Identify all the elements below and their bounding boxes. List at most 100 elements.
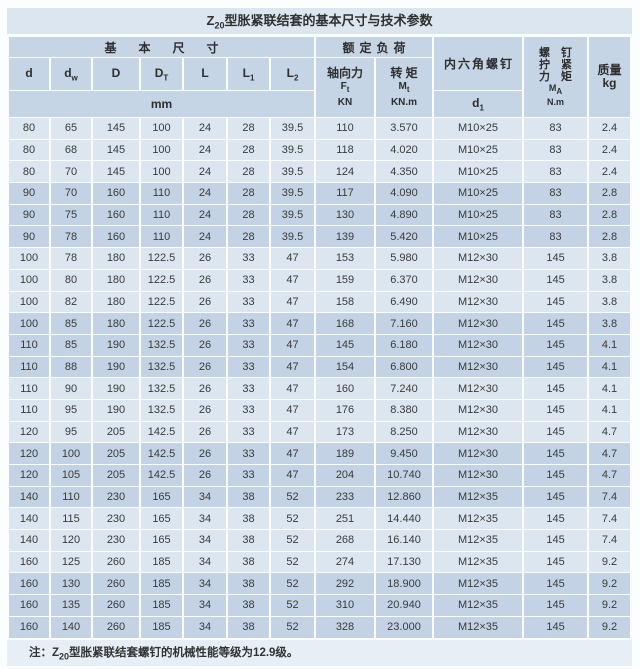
cell-d: 120 — [9, 465, 49, 486]
cell-screw: M12×30 — [434, 248, 523, 269]
cell-dw: 100 — [51, 443, 91, 464]
cell-L: 26 — [184, 421, 226, 443]
cell-L: 24 — [184, 139, 226, 161]
cell-L2: 52 — [271, 616, 314, 638]
cell-Ft: 328 — [316, 616, 374, 638]
cell-MA: 145 — [524, 248, 588, 269]
cell-L2: 52 — [271, 508, 314, 530]
cell-d: 160 — [9, 616, 49, 638]
cell-D: 190 — [93, 378, 139, 399]
cell-DT: 100 — [141, 161, 182, 183]
cell-screw: M12×30 — [434, 378, 523, 399]
torque-label: 转 矩 — [390, 65, 418, 80]
cell-D: 205 — [93, 443, 139, 464]
cell-Ft: 189 — [316, 443, 374, 464]
cell-Mt: 4.090 — [376, 183, 433, 204]
cell-DT: 132.5 — [141, 378, 182, 399]
cell-DT: 122.5 — [141, 291, 182, 313]
axial-force-symbol: Ft — [340, 80, 350, 94]
cell-L1: 33 — [228, 269, 269, 291]
col-group-rated-load: 额定负荷 — [316, 37, 433, 57]
cell-MA: 145 — [524, 313, 588, 334]
cell-MA: 145 — [524, 269, 588, 291]
cell-MA: 83 — [524, 139, 588, 161]
cell-Ft: 310 — [316, 595, 374, 616]
table-row: 160 125 260 185 34 38 52 274 17.130 M12×35 145 9.2 — [9, 551, 631, 573]
cell-dw: 78 — [51, 226, 91, 248]
screw-torque-line1: 螺 钉 — [538, 47, 573, 60]
cell-Ft: 168 — [316, 313, 374, 334]
cell-mass: 4.7 — [589, 465, 631, 486]
table-row: 140 115 230 165 34 38 52 251 14.440 M12×35 145 7.4 — [9, 508, 631, 530]
cell-L2: 39.5 — [271, 226, 314, 248]
cell-Mt: 6.800 — [376, 356, 433, 378]
cell-MA: 145 — [524, 486, 588, 508]
cell-Ft: 145 — [316, 334, 374, 356]
table-row: 100 85 180 122.5 26 33 47 168 7.160 M12×30 145 3.8 — [9, 313, 631, 334]
cell-dw: 130 — [51, 573, 91, 595]
cell-D: 205 — [93, 421, 139, 443]
cell-L: 24 — [184, 118, 226, 139]
cell-d: 80 — [9, 118, 49, 139]
cell-L: 26 — [184, 443, 226, 464]
cell-L1: 33 — [228, 356, 269, 378]
cell-Mt: 8.250 — [376, 421, 433, 443]
cell-d: 140 — [9, 508, 49, 530]
cell-Mt: 9.450 — [376, 443, 433, 464]
table-row: 100 80 180 122.5 26 33 47 159 6.370 M12×30 145 3.8 — [9, 269, 631, 291]
cell-screw: M12×35 — [434, 508, 523, 530]
table-row: 90 75 160 110 24 28 39.5 130 4.890 M10×25 83 2.8 — [9, 204, 631, 226]
screw-torque-symbol: MA — [548, 83, 563, 96]
mass-unit: kg — [602, 76, 617, 90]
cell-DT: 165 — [141, 508, 182, 530]
cell-DT: 185 — [141, 551, 182, 573]
cell-mass: 4.1 — [589, 378, 631, 399]
cell-L: 26 — [184, 356, 226, 378]
cell-screw: M12×35 — [434, 551, 523, 573]
cell-mass: 9.2 — [589, 551, 631, 573]
cell-Ft: 268 — [316, 530, 374, 551]
cell-Ft: 117 — [316, 183, 374, 204]
cell-mass: 9.2 — [589, 595, 631, 616]
table-row: 140 120 230 165 34 38 52 268 16.140 M12×35 145 7.4 — [9, 530, 631, 551]
cell-L: 26 — [184, 291, 226, 313]
cell-d: 160 — [9, 551, 49, 573]
col-header-DT: DT — [141, 58, 182, 90]
table-row: 120 95 205 142.5 26 33 47 173 8.250 M12×30 145 4.7 — [9, 421, 631, 443]
cell-mass: 2.4 — [589, 161, 631, 183]
cell-L: 24 — [184, 161, 226, 183]
cell-mass: 7.4 — [589, 530, 631, 551]
cell-DT: 142.5 — [141, 421, 182, 443]
cell-Mt: 5.420 — [376, 226, 433, 248]
col-header-torque: 转 矩 Mt KN.m — [376, 58, 433, 117]
cell-MA: 145 — [524, 399, 588, 421]
table-row: 140 110 230 165 34 38 52 233 12.860 M12×35 145 7.4 — [9, 486, 631, 508]
cell-mass: 7.4 — [589, 486, 631, 508]
cell-dw: 68 — [51, 139, 91, 161]
cell-d: 100 — [9, 248, 49, 269]
cell-MA: 145 — [524, 551, 588, 573]
cell-MA: 83 — [524, 161, 588, 183]
cell-DT: 122.5 — [141, 313, 182, 334]
cell-D: 190 — [93, 399, 139, 421]
cell-dw: 88 — [51, 356, 91, 378]
cell-MA: 145 — [524, 508, 588, 530]
cell-mass: 7.4 — [589, 508, 631, 530]
cell-L1: 28 — [228, 183, 269, 204]
cell-L: 34 — [184, 551, 226, 573]
footnote-rest: 型胀紧联结套螺钉的机械性能等级为12.9级。 — [69, 646, 299, 659]
cell-L2: 52 — [271, 551, 314, 573]
cell-d: 110 — [9, 378, 49, 399]
cell-L: 34 — [184, 486, 226, 508]
cell-DT: 122.5 — [141, 248, 182, 269]
rated-load-label: 额定负荷 — [342, 40, 411, 55]
cell-L2: 47 — [271, 421, 314, 443]
col-header-dw: dw — [51, 58, 91, 90]
cell-Mt: 4.350 — [376, 161, 433, 183]
cell-L2: 47 — [271, 465, 314, 486]
cell-D: 205 — [93, 465, 139, 486]
cell-DT: 110 — [141, 183, 182, 204]
footnote: 注：Z20型胀紧联结套螺钉的机械性能等级为12.9级。 — [7, 639, 632, 666]
cell-dw: 85 — [51, 313, 91, 334]
cell-L: 24 — [184, 226, 226, 248]
